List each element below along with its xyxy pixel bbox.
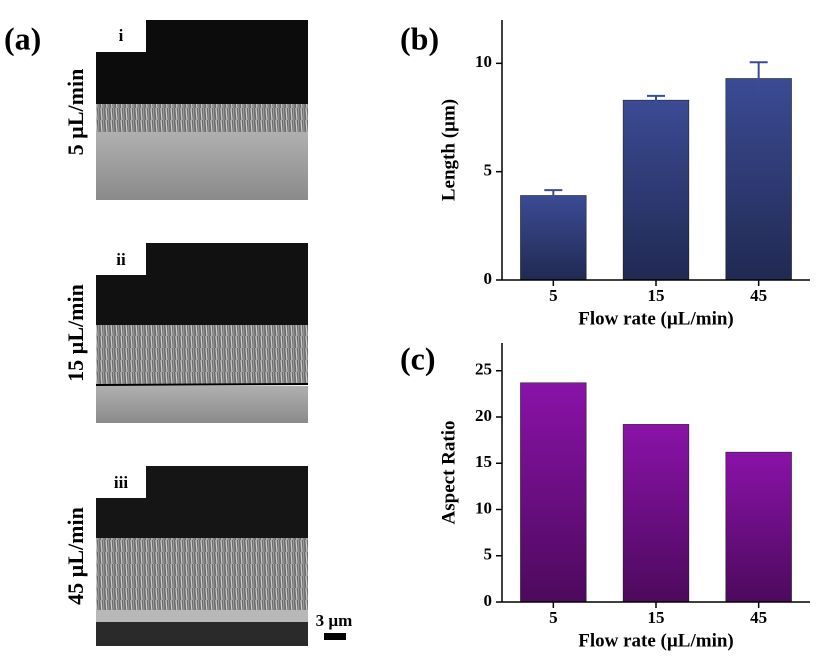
y-tick-label: 0 [484,269,493,288]
image-label: i [119,26,124,45]
image-label: ii [116,250,126,269]
bar-shade [520,382,587,602]
sem-image [95,243,309,423]
x-tick-label: 45 [750,286,767,305]
image-label: iii [114,473,128,492]
bar-shade [623,424,689,602]
flow-label: 45 µL/min [63,507,88,605]
bar-shade [725,452,792,602]
x-tick-label: 5 [549,286,558,305]
x-axis-label: Flow rate (µL/min) [578,630,734,651]
x-tick-label: 5 [549,608,558,627]
flow-label: 5 µL/min [63,69,88,156]
y-axis-label: Length (µm) [438,99,459,201]
panel-label: (b) [400,20,439,56]
x-tick-label: 15 [648,286,665,305]
scale-bar [324,633,346,640]
y-tick-label: 0 [484,591,493,610]
x-tick-label: 15 [648,608,665,627]
y-tick-label: 15 [475,452,492,471]
y-tick-label: 25 [475,360,492,379]
y-tick-label: 5 [484,161,493,180]
bar-shade [725,78,792,280]
y-axis-label: Aspect Ratio [438,421,459,525]
flow-label: 15 µL/min [63,284,88,382]
panel-label: (c) [400,340,436,376]
bar-shade [623,100,689,281]
y-tick-label: 10 [475,52,492,71]
sem-image [96,466,308,646]
scale-bar-label: 3 µm [316,611,353,630]
x-axis-label: Flow rate (µL/min) [578,308,734,329]
x-tick-label: 45 [750,608,767,627]
bar-shade [520,195,587,280]
panel-label: (a) [4,20,41,56]
sem-image [96,20,308,200]
y-tick-label: 10 [475,498,492,517]
y-tick-label: 5 [484,545,493,564]
y-tick-label: 20 [475,406,492,425]
